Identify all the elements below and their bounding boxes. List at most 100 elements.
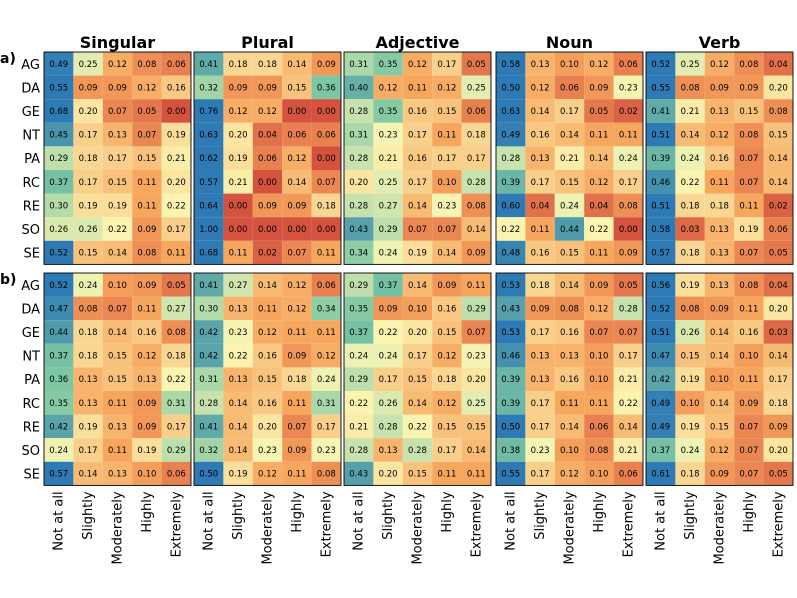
cell-value-label: 0.09 [79, 83, 98, 93]
cell-value-label: 0.09 [739, 399, 758, 409]
heatmap-cell [496, 99, 526, 123]
cell-value-label: 0.42 [199, 352, 218, 362]
cell-value-label: 0.24 [379, 352, 398, 362]
heatmap-cell [704, 122, 735, 147]
cell-value-label: 0.19 [229, 154, 248, 164]
heatmap-cell [525, 343, 555, 368]
heatmap-cell [194, 461, 224, 486]
cell-value-label: 0.00 [258, 178, 277, 188]
cell-value-label: 0.18 [79, 154, 98, 164]
cell-value-label: 0.14 [408, 399, 427, 409]
cell-value-label: 0.63 [501, 107, 520, 117]
column-label-extremely: Extremely [469, 491, 484, 557]
heatmap-cell [734, 122, 764, 147]
heatmap-cell [282, 52, 312, 76]
heatmap-cell [646, 122, 676, 147]
heatmap-cell [432, 52, 462, 76]
heatmap-cell [461, 146, 491, 170]
cell-value-label: 0.44 [560, 225, 579, 235]
heatmap-cell [613, 170, 643, 194]
cell-value-label: 0.13 [229, 304, 248, 314]
cell-value-label: 0.13 [710, 225, 729, 235]
cell-value-label: 0.08 [589, 446, 608, 456]
heatmap-cell [161, 217, 191, 241]
cell-value-label: 0.26 [49, 225, 68, 235]
cell-value-label: 0.17 [531, 328, 550, 338]
heatmap-cell [675, 320, 705, 344]
cell-value-label: 0.14 [769, 154, 788, 164]
cell-value-label: 0.12 [437, 399, 456, 409]
heatmap-cell [194, 99, 224, 123]
cell-value-label: 0.31 [317, 399, 336, 409]
heatmap-cell [496, 414, 526, 439]
heatmap-cell [704, 414, 735, 439]
heatmap-cell [432, 414, 462, 439]
cell-value-label: 0.13 [137, 375, 156, 385]
cell-value-label: 0.12 [379, 83, 398, 93]
heatmap-cell [73, 391, 103, 415]
cell-value-label: 0.18 [79, 352, 98, 362]
cell-value-label: 0.18 [317, 201, 336, 211]
panel-label: b) [0, 272, 16, 288]
heatmap-cell [613, 391, 643, 415]
heatmap-cell [252, 367, 283, 391]
cell-value-label: 0.08 [739, 60, 758, 70]
heatmap-cell [161, 240, 191, 265]
cell-value-label: 0.41 [199, 422, 218, 432]
heatmap-cell [734, 99, 764, 123]
heatmap-cell [704, 217, 735, 241]
cell-value-label: 0.29 [467, 304, 486, 314]
heatmap-cell [704, 52, 735, 76]
cell-value-label: 0.41 [199, 60, 218, 70]
heatmap-cell [132, 122, 162, 147]
heatmap-cell [223, 122, 253, 147]
heatmap-cell [461, 391, 491, 415]
heatmap-cell [311, 391, 341, 415]
heatmap-cell [102, 99, 133, 123]
heatmap-cell [525, 414, 555, 439]
cell-value-label: 0.16 [531, 249, 550, 259]
heatmap-cell [525, 438, 555, 462]
heatmap-cell [432, 438, 462, 462]
heatmap-cell [402, 414, 433, 439]
cell-value-label: 0.25 [379, 178, 398, 188]
cell-value-label: 0.55 [501, 470, 520, 480]
cell-value-label: 0.20 [258, 422, 277, 432]
heatmap-cell [73, 320, 103, 344]
cell-value-label: 0.17 [437, 60, 456, 70]
heatmap-cell [311, 146, 341, 170]
cell-value-label: 0.22 [379, 328, 398, 338]
heatmap-frame [495, 272, 644, 486]
cell-value-label: 0.68 [199, 249, 218, 259]
cell-value-label: 0.39 [501, 178, 520, 188]
heatmap-cell [613, 75, 643, 100]
cell-value-label: 0.11 [589, 131, 608, 141]
heatmap-cell [373, 296, 403, 321]
cell-value-label: 0.09 [379, 304, 398, 314]
cell-value-label: 0.15 [79, 249, 98, 259]
heatmap-cell [734, 367, 764, 391]
heatmap-cell [102, 438, 133, 462]
cell-value-label: 0.14 [560, 422, 579, 432]
cell-value-label: 0.11 [560, 399, 579, 409]
heatmap-cell [373, 193, 403, 218]
heatmap-cell [223, 217, 253, 241]
cell-value-label: 0.28 [349, 446, 368, 456]
column-label-highly: Highly [290, 491, 305, 532]
cell-value-label: 0.17 [619, 178, 638, 188]
cell-value-label: 0.14 [769, 352, 788, 362]
column-label-moderately: Moderately [411, 491, 426, 564]
cell-value-label: 0.10 [137, 470, 156, 480]
cell-value-label: 0.51 [651, 201, 670, 211]
heatmap-cell [194, 75, 224, 100]
heatmap-cell [584, 273, 614, 297]
cell-value-label: 0.50 [199, 470, 218, 480]
heatmap-cell [223, 273, 253, 297]
cell-value-label: 0.13 [108, 131, 127, 141]
heatmap-cell [584, 240, 614, 265]
heatmap-cell [73, 99, 103, 123]
heatmap-cell [496, 170, 526, 194]
cell-value-label: 0.17 [167, 422, 186, 432]
cell-value-label: 0.28 [199, 399, 218, 409]
cell-value-label: 0.06 [317, 281, 336, 291]
